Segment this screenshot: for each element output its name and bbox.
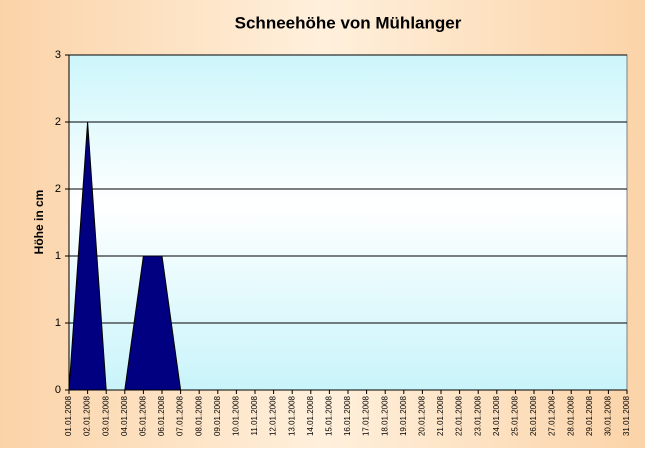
- x-tick-label: 26.01.2008: [529, 395, 538, 436]
- x-tick-label: 12.01.2008: [269, 395, 278, 436]
- x-tick-label: 16.01.2008: [343, 395, 352, 436]
- x-tick-label: 04.01.2008: [120, 395, 129, 436]
- y-tick-label: 0: [55, 384, 61, 396]
- y-tick-label: 1: [55, 250, 61, 262]
- y-tick-label: 3: [55, 49, 61, 61]
- x-tick-label: 24.01.2008: [492, 395, 501, 436]
- x-tick-label: 01.01.2008: [64, 395, 73, 436]
- x-tick-label: 20.01.2008: [418, 395, 427, 436]
- x-tick-label: 09.01.2008: [213, 395, 222, 436]
- x-tick-label: 08.01.2008: [194, 395, 203, 436]
- x-tick-label: 11.01.2008: [250, 395, 259, 435]
- x-tick-label: 02.01.2008: [83, 395, 92, 436]
- x-tick-label: 10.01.2008: [232, 395, 241, 436]
- x-tick-label: 03.01.2008: [101, 395, 110, 436]
- y-tick-label: 2: [55, 183, 61, 195]
- y-tick-label: 1: [55, 317, 61, 329]
- x-tick-label: 23.01.2008: [473, 395, 482, 436]
- y-tick-label: 2: [55, 116, 61, 128]
- y-axis-label: Höhe in cm: [32, 190, 46, 255]
- chart-title: Schneehöhe von Mühlanger: [235, 13, 462, 32]
- x-tick-label: 17.01.2008: [362, 395, 371, 436]
- x-tick-label: 13.01.2008: [287, 395, 296, 436]
- x-tick-label: 21.01.2008: [436, 395, 445, 436]
- x-tick-label: 07.01.2008: [176, 395, 185, 436]
- x-tick-label: 19.01.2008: [399, 395, 408, 436]
- x-tick-label: 25.01.2008: [511, 395, 520, 436]
- x-tick-label: 05.01.2008: [139, 395, 148, 436]
- x-tick-label: 28.01.2008: [566, 395, 575, 436]
- x-tick-label: 29.01.2008: [585, 395, 594, 436]
- x-tick-label: 31.01.2008: [622, 395, 631, 436]
- x-tick-label: 14.01.2008: [306, 395, 315, 436]
- x-tick-label: 30.01.2008: [604, 395, 613, 436]
- x-tick-label: 27.01.2008: [548, 395, 557, 436]
- x-tick-label: 15.01.2008: [325, 395, 334, 436]
- x-tick-label: 18.01.2008: [380, 395, 389, 436]
- x-tick-label: 22.01.2008: [455, 395, 464, 436]
- x-tick-label: 06.01.2008: [157, 395, 166, 436]
